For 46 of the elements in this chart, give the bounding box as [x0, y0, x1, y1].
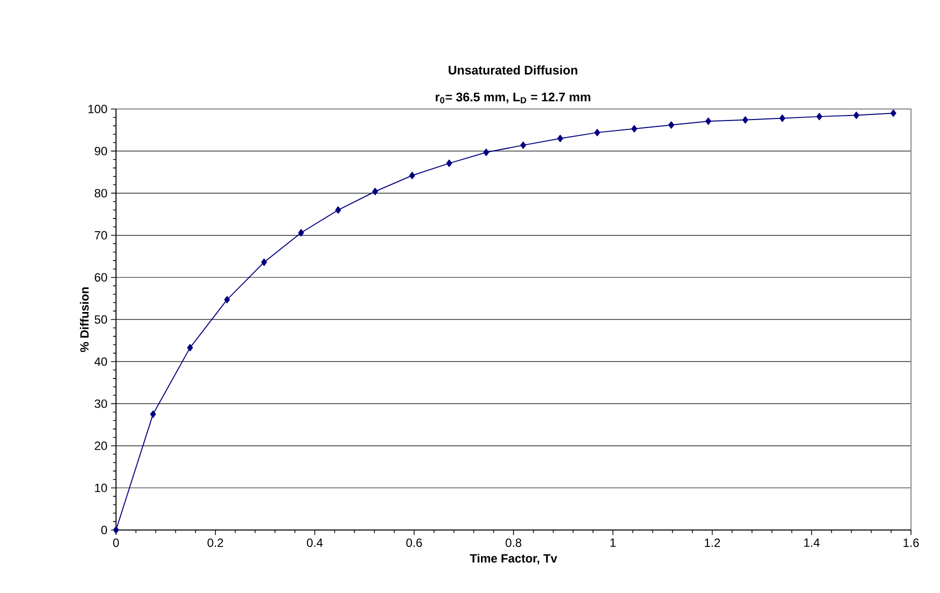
y-tick-label: 20: [94, 442, 108, 450]
y-tick-label: 100: [88, 104, 108, 114]
point: [557, 134, 564, 142]
point: [187, 344, 193, 352]
point: [631, 125, 638, 132]
y-tick-label: 40: [94, 357, 108, 366]
y-axis-title: % Diffusion: [80, 287, 89, 352]
point: [705, 118, 712, 125]
point: [224, 296, 230, 304]
point: [298, 229, 304, 236]
point: [779, 114, 786, 122]
y-tick-label: 50: [94, 315, 108, 324]
point: [594, 128, 600, 136]
x-tick-label: 0.4: [306, 538, 323, 547]
y-tick-label: 0: [101, 526, 108, 534]
y-tick-label: 80: [94, 188, 108, 198]
x-tick-label: 1.2: [704, 538, 720, 547]
x-tick-label: 1.6: [904, 538, 919, 547]
y-tick-label: 60: [94, 273, 108, 282]
point: [409, 172, 416, 180]
point: [816, 112, 822, 120]
x-tick-label: 1: [610, 538, 616, 547]
point: [483, 148, 490, 156]
point: [261, 258, 267, 266]
point: [668, 121, 674, 129]
point: [335, 206, 341, 214]
point: [446, 160, 452, 167]
chart-title: Unsaturated Diffusion: [448, 65, 578, 75]
point: [113, 526, 119, 534]
point: [890, 110, 896, 117]
y-tick-label: 30: [94, 399, 108, 408]
x-tick-label: 1.4: [804, 538, 820, 547]
point: [372, 188, 378, 196]
x-tick-label: 0.2: [208, 538, 224, 547]
point: [853, 112, 860, 119]
point: [150, 410, 156, 418]
point: [742, 116, 748, 124]
y-tick-label: 10: [95, 484, 108, 492]
y-tick-label: 90: [94, 146, 108, 156]
x-tick-label: 0.8: [506, 538, 522, 547]
chart-subtitle: r$_{0}$= 36.5 mm, L$_{D}$ = 12.7 mm: [436, 92, 590, 104]
x-axis-title: Time Factor, Tv: [470, 554, 558, 564]
point: [520, 142, 526, 149]
y-tick-label: 70: [94, 231, 108, 240]
x-tick-label: 0: [113, 538, 119, 547]
x-tick-label: 0.6: [406, 538, 422, 547]
